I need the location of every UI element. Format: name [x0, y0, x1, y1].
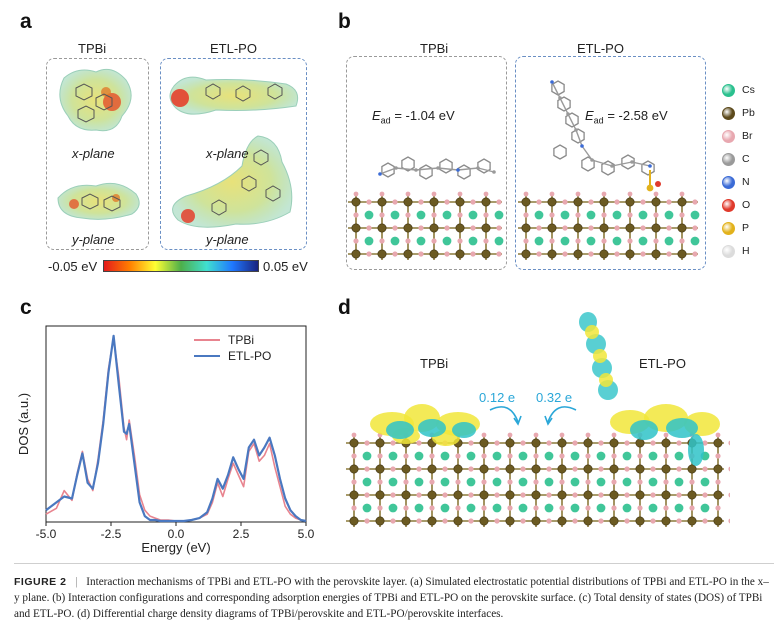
x-axis-label: Energy (eV) [141, 540, 210, 555]
etlpo-x-plane-surface [169, 76, 299, 115]
legend-dot-pb [722, 107, 735, 120]
panel-d-tpbi-label: TPBi [420, 356, 449, 371]
colorbar-min-label: -0.05 eV [48, 259, 98, 274]
panel-b-structures [348, 80, 700, 260]
dos-series-tpbi [45, 337, 307, 522]
etlpo-y-plane-surface [172, 135, 293, 228]
legend-label-p: P [742, 222, 750, 234]
caption-text: Interaction mechanisms of TPBi and ETL-P… [14, 576, 769, 620]
x-tick-label: 5.0 [298, 527, 315, 541]
tpbi-x-plane-surface [59, 68, 132, 132]
x-tick-label: 2.5 [233, 527, 250, 541]
x-tick-label: 0.0 [168, 527, 185, 541]
panel-label-d: d [338, 296, 351, 319]
legend-label-c: C [742, 153, 750, 165]
panel-a-tpbi-title: TPBi [78, 41, 107, 56]
panel-a-etlpo-x-plane-label: x-plane [206, 146, 249, 161]
panel-d-etlpo-label: ETL-PO [639, 356, 686, 371]
e-symbol: E [585, 108, 594, 123]
panel-a-tpbi-y-plane-label: y-plane [72, 232, 115, 247]
legend-dot-p [722, 222, 735, 235]
tpbi-y-plane-surface [57, 182, 140, 220]
panel-b-etlpo-title: ETL-PO [577, 41, 624, 56]
panel-label-b: b [338, 10, 351, 33]
tpbi-adsorption-energy: Ead = -1.04 eV [372, 108, 455, 126]
colorbar-max-label: 0.05 eV [263, 259, 308, 274]
legend-dot-cs [722, 84, 735, 97]
legend-dot-h [722, 245, 735, 258]
panel-a-tpbi-box [46, 58, 149, 250]
panel-b-etlpo-box [515, 56, 706, 270]
caption-separator: | [75, 576, 78, 588]
e-symbol: E [372, 108, 381, 123]
legend-dot-o [722, 199, 735, 212]
tpbi-energy-value: = -1.04 eV [394, 108, 455, 123]
caption-divider [14, 563, 774, 564]
tpbi-charge-transfer: 0.12 e [479, 390, 516, 405]
legend-label-o: O [742, 199, 751, 211]
e-subscript: ad [380, 115, 391, 126]
panel-a-etlpo-y-plane-label: y-plane [206, 232, 249, 247]
legend-label-h: H [742, 245, 750, 257]
legend-label-etl-po: ETL-PO [228, 349, 271, 363]
panel-a-esp-molecules [57, 68, 299, 228]
y-axis-label: DOS (a.u.) [16, 393, 31, 455]
legend-label-br: Br [742, 130, 753, 142]
panel-a-tpbi-x-plane-label: x-plane [72, 146, 115, 161]
x-tick-label: -5.0 [36, 527, 57, 541]
panel-a-etlpo-title: ETL-PO [210, 41, 257, 56]
etlpo-charge-transfer: 0.32 e [536, 390, 573, 405]
dos-chart: -5.0 -2.5 0.0 2.5 5.0 Energy (eV) DOS (a.u.) TP… [16, 325, 315, 555]
panel-d-structures [346, 312, 730, 527]
legend-label-cs: Cs [742, 84, 755, 96]
legend-label-tpbi: TPBi [228, 333, 254, 347]
legend-dot-br [722, 130, 735, 143]
panel-label-a: a [20, 10, 32, 33]
legend-dot-c [722, 153, 735, 166]
panel-label-c: c [20, 296, 32, 319]
legend-label-n: N [742, 176, 750, 188]
figure-caption: FIGURE 2 | Interaction mechanisms of TPB… [14, 574, 774, 622]
panel-b-tpbi-title: TPBi [420, 41, 449, 56]
panel-a-etlpo-box [160, 58, 307, 250]
legend-label-pb: Pb [742, 107, 755, 119]
e-subscript: ad [593, 115, 604, 126]
figure-number: FIGURE 2 [14, 576, 67, 588]
etlpo-energy-value: = -2.58 eV [607, 108, 668, 123]
etlpo-adsorption-energy: Ead = -2.58 eV [585, 108, 668, 126]
panel-b-tpbi-box [346, 56, 507, 270]
legend-dot-n [722, 176, 735, 189]
dos-series-etl-po [45, 334, 307, 523]
colorbar [103, 260, 259, 272]
x-tick-label: -2.5 [101, 527, 122, 541]
